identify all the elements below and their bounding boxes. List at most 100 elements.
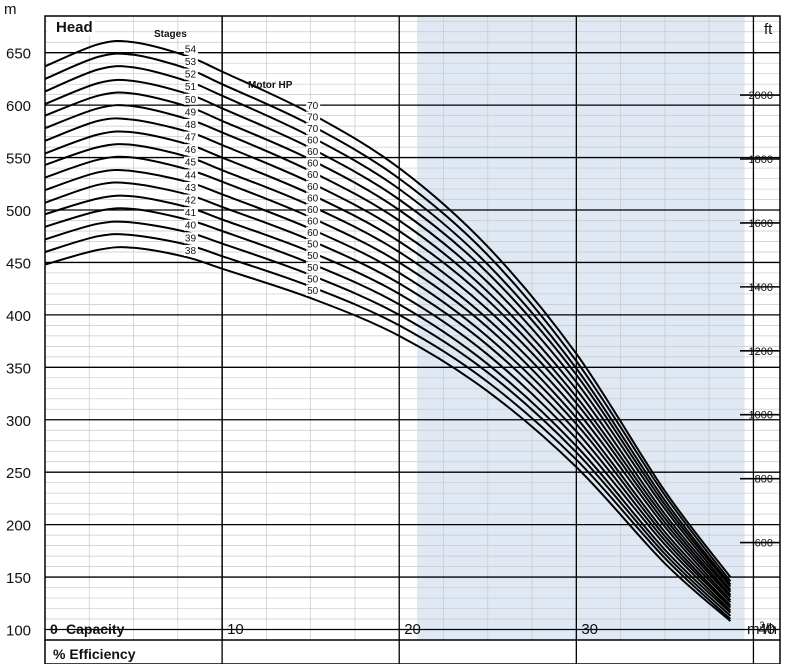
y-tick-label: 650	[6, 46, 31, 63]
hp-label-bg	[306, 111, 321, 123]
x-tick-label: 10	[227, 621, 244, 638]
y-tick-label: 300	[6, 413, 31, 430]
head-curves: 5470537052705160506049604860476046604560…	[44, 39, 732, 622]
stage-label-bg	[183, 169, 198, 181]
hp-label-bg	[306, 250, 321, 262]
efficiency-label: % Efficiency	[53, 646, 136, 662]
stage-label-bg	[183, 181, 198, 193]
head-curve-40-stages	[44, 220, 732, 617]
motor-hp-label: Motor HP	[248, 80, 293, 91]
hp-label-bg	[306, 99, 321, 111]
ft-tick-label: 600	[755, 538, 773, 550]
x-unit-tail: /h	[765, 621, 778, 638]
plot-frame	[44, 15, 781, 641]
hp-label: 60	[307, 228, 319, 239]
head-curve-41-stages	[44, 207, 732, 614]
stage-label: 38	[185, 246, 197, 257]
y-tick-label: 400	[6, 308, 31, 325]
x-unit-base: m	[747, 621, 760, 638]
hp-label-bg	[306, 157, 321, 169]
ft-tick-label: 1200	[749, 346, 773, 358]
hp-label: 50	[307, 263, 319, 274]
stage-label: 54	[185, 44, 197, 55]
x-tick-label: 40	[758, 621, 775, 638]
head-curve-43-stages	[44, 181, 732, 609]
right-unit-label: ft	[764, 21, 773, 38]
stage-label: 41	[185, 208, 197, 219]
hp-label-bg	[306, 180, 321, 192]
x-zero-label: 0	[50, 621, 58, 637]
stage-label: 39	[185, 233, 197, 244]
hp-label-bg	[306, 169, 321, 181]
stage-label: 49	[185, 107, 197, 118]
stage-label-bg	[183, 194, 198, 206]
y-tick-label: 450	[6, 255, 31, 272]
x-unit-label: m3/h	[747, 620, 777, 638]
head-curve-49-stages	[44, 104, 732, 593]
head-curve-48-stages	[44, 117, 732, 596]
head-curve-39-stages	[44, 233, 732, 620]
head-curve-52-stages	[44, 65, 732, 586]
head-curve-44-stages	[44, 168, 732, 607]
stage-label-bg	[183, 55, 198, 67]
head-curve-42-stages	[44, 194, 732, 612]
x-unit-sup: 3	[760, 620, 765, 630]
hp-label: 60	[307, 170, 319, 181]
x-tick-label: 20	[404, 621, 421, 638]
hp-label: 50	[307, 240, 319, 251]
ft-tick-label: 2000	[749, 90, 773, 102]
hp-label: 50	[307, 274, 319, 285]
y-tick-label: 350	[6, 360, 31, 377]
stage-label: 47	[185, 133, 197, 144]
hp-label: 50	[307, 286, 319, 297]
hp-label: 60	[307, 193, 319, 204]
head-label-bg	[47, 18, 95, 36]
stage-label: 51	[185, 82, 197, 93]
hp-label: 70	[307, 124, 319, 135]
stage-label: 42	[185, 196, 197, 207]
hp-label: 60	[307, 182, 319, 193]
hp-label-bg	[306, 134, 321, 146]
y-tick-label: 150	[6, 570, 31, 587]
hp-label: 60	[307, 205, 319, 216]
stage-label: 43	[185, 183, 197, 194]
y-unit-label: m	[4, 1, 17, 18]
hp-label-bg	[306, 273, 321, 285]
hp-label-bg	[306, 122, 321, 134]
stage-label-bg	[183, 81, 198, 93]
head-curve-46-stages	[44, 143, 732, 601]
y-tick-label: 550	[6, 151, 31, 168]
stage-label: 44	[185, 170, 197, 181]
stage-label: 48	[185, 120, 197, 131]
ft-tick-label: 1800	[749, 154, 773, 166]
y-tick-label: 200	[6, 518, 31, 535]
stage-label-bg	[183, 219, 198, 231]
stage-label-bg	[183, 156, 198, 168]
stage-label: 52	[185, 70, 197, 81]
stage-label-bg	[183, 93, 198, 105]
ft-tick-label: 800	[755, 474, 773, 486]
stage-label-bg	[183, 232, 198, 244]
x-axis-title: Capacity	[66, 621, 125, 637]
hp-label: 70	[307, 101, 319, 112]
tick-labels: 1001502002503003504004505005506006506008…	[6, 46, 775, 640]
x-tick-label: 30	[581, 621, 598, 638]
hp-label-bg	[306, 192, 321, 204]
stage-label-bg	[183, 131, 198, 143]
hp-label-bg	[306, 203, 321, 215]
head-curve-38-stages	[44, 246, 732, 622]
stage-label-bg	[183, 106, 198, 118]
hp-label: 60	[307, 217, 319, 228]
hp-label: 60	[307, 147, 319, 158]
hp-label-bg	[306, 227, 321, 239]
y-axis-title: Head	[56, 19, 93, 36]
hp-label-bg	[306, 146, 321, 158]
stage-label: 45	[185, 158, 197, 169]
ft-tick-label: 1600	[749, 218, 773, 230]
hp-label-bg	[306, 238, 321, 250]
ft-tick-label: 1000	[749, 410, 773, 422]
y-tick-label: 100	[6, 623, 31, 640]
head-curve-47-stages	[44, 130, 732, 598]
head-curve-45-stages	[44, 155, 732, 603]
hp-label: 50	[307, 251, 319, 262]
